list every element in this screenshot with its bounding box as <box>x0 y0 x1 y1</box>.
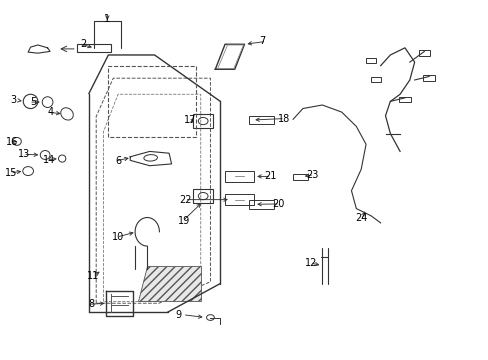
Polygon shape <box>137 266 201 301</box>
Text: 14: 14 <box>42 155 55 165</box>
Text: 8: 8 <box>88 299 95 309</box>
Text: 11: 11 <box>86 271 99 281</box>
Text: 2: 2 <box>80 39 86 49</box>
Text: 3: 3 <box>10 95 16 105</box>
Text: 1: 1 <box>104 14 110 24</box>
Text: 15: 15 <box>5 168 18 178</box>
Text: 16: 16 <box>6 137 18 147</box>
Text: 12: 12 <box>305 258 317 268</box>
Text: 22: 22 <box>179 195 192 204</box>
Text: 23: 23 <box>306 170 319 180</box>
Text: 10: 10 <box>111 232 123 242</box>
Text: 20: 20 <box>272 199 285 209</box>
Text: 6: 6 <box>116 156 122 166</box>
Text: 4: 4 <box>48 107 54 117</box>
Text: 9: 9 <box>175 310 181 320</box>
Text: 18: 18 <box>277 113 289 123</box>
Text: 5: 5 <box>30 97 36 107</box>
Text: 17: 17 <box>183 115 196 125</box>
Text: 7: 7 <box>259 36 265 46</box>
Text: 13: 13 <box>18 149 30 159</box>
Text: 24: 24 <box>354 212 366 222</box>
Text: 19: 19 <box>178 216 190 226</box>
Text: 21: 21 <box>264 171 276 181</box>
